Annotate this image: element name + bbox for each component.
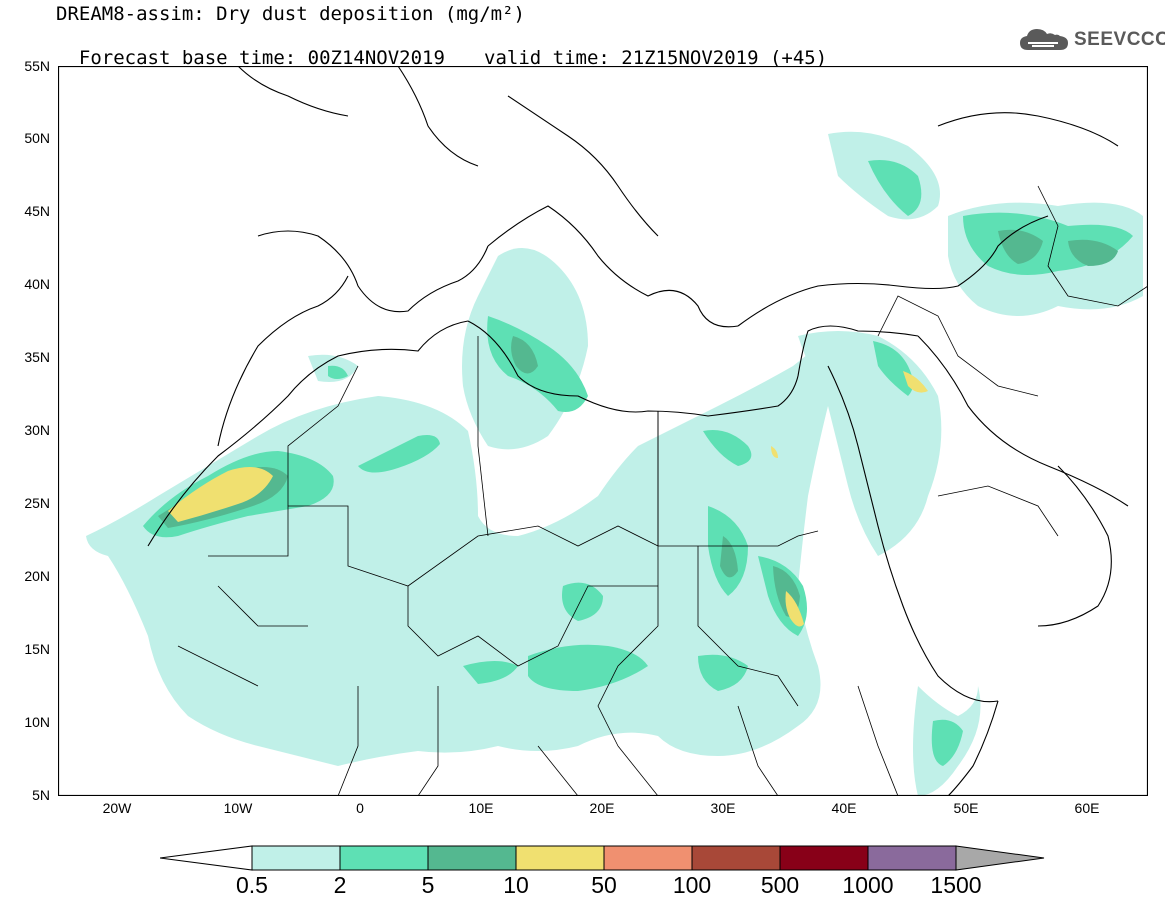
colorbar-swatch bbox=[339, 845, 429, 871]
colorbar-swatch bbox=[427, 845, 517, 871]
colorbar bbox=[160, 845, 1045, 871]
lon-label: 10W bbox=[223, 800, 253, 816]
colorbar-label: 100 bbox=[672, 872, 712, 898]
map-title: DREAM8-assim: Dry dust deposition (mg/m²… bbox=[56, 3, 525, 25]
colorbar-swatch bbox=[251, 845, 341, 871]
lat-label: 10N bbox=[24, 714, 50, 730]
deposition-10-50-areas bbox=[168, 371, 928, 627]
lon-label: 10E bbox=[468, 800, 494, 816]
colorbar-label: 0.5 bbox=[236, 872, 268, 898]
lat-label: 50N bbox=[24, 130, 50, 146]
lon-label: 30E bbox=[710, 800, 736, 816]
lat-label: 25N bbox=[24, 495, 50, 511]
colorbar-label: 1000 bbox=[842, 872, 894, 898]
lon-label: 20E bbox=[589, 800, 615, 816]
valid-time: valid time: 21Z15NOV2019 (+45) bbox=[484, 47, 828, 69]
lat-label: 40N bbox=[24, 276, 50, 292]
lon-label: 60E bbox=[1074, 800, 1100, 816]
lon-label: 0 bbox=[356, 800, 364, 816]
lon-label: 20W bbox=[102, 800, 132, 816]
dust-deposition-map bbox=[58, 66, 1148, 796]
cloud-icon bbox=[1020, 29, 1068, 50]
colorbar-label: 10 bbox=[503, 872, 529, 898]
seevccc-logo: SEEVCCC bbox=[1018, 26, 1165, 54]
colorbar-swatch bbox=[867, 845, 957, 871]
lat-label: 20N bbox=[24, 568, 50, 584]
colorbar-swatch bbox=[603, 845, 693, 871]
colorbar-swatch bbox=[515, 845, 605, 871]
forecast-times: Forecast base time: 00Z14NOV2019 valid ti… bbox=[56, 28, 827, 69]
colorbar-label: 1500 bbox=[930, 872, 982, 898]
colorbar-swatch bbox=[779, 845, 869, 871]
colorbar-label: 50 bbox=[591, 872, 617, 898]
lat-label: 15N bbox=[24, 641, 50, 657]
deposition-0.5-2-areas bbox=[86, 131, 1143, 796]
lat-label: 30N bbox=[24, 422, 50, 438]
colorbar-label: 500 bbox=[760, 872, 800, 898]
lon-label: 40E bbox=[831, 800, 857, 816]
country-borders bbox=[177, 185, 1148, 796]
lon-label: 50E bbox=[953, 800, 979, 816]
colorbar-under-arrow bbox=[160, 845, 253, 871]
coastlines bbox=[147, 66, 1129, 796]
lat-label: 35N bbox=[24, 349, 50, 365]
lat-label: 45N bbox=[24, 203, 50, 219]
base-time: Forecast base time: 00Z14NOV2019 bbox=[78, 47, 445, 69]
lat-label: 5N bbox=[32, 787, 50, 803]
colorbar-label: 5 bbox=[421, 872, 435, 898]
colorbar-over-arrow bbox=[955, 845, 1045, 871]
colorbar-swatch bbox=[691, 845, 781, 871]
logo-text: SEEVCCC bbox=[1074, 29, 1165, 50]
lat-label: 55N bbox=[24, 58, 50, 74]
colorbar-label: 2 bbox=[333, 872, 347, 898]
